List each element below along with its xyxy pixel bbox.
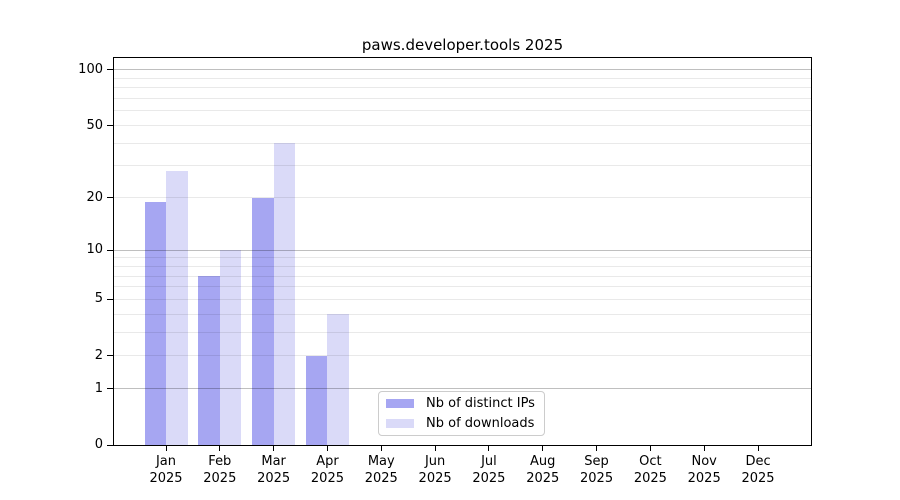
x-label-year: 2025 <box>526 471 560 486</box>
x-axis-tick <box>649 446 651 451</box>
legend-swatch-downloads <box>386 419 414 428</box>
x-axis-tick <box>703 446 705 451</box>
x-axis-tick-label-oct: Oct 2025 <box>620 453 680 487</box>
x-axis-tick <box>380 446 382 451</box>
x-axis-tick-label-dec: Dec 2025 <box>728 453 788 487</box>
x-label-month: May <box>367 454 395 469</box>
gridline-minor <box>114 197 811 199</box>
bar-downloads-feb <box>219 250 242 445</box>
gridline-minor <box>114 110 811 112</box>
x-label-year: 2025 <box>687 471 721 486</box>
x-axis-tick <box>488 446 490 451</box>
x-label-month: Aug <box>530 454 556 469</box>
x-label-year: 2025 <box>364 471 398 486</box>
x-label-year: 2025 <box>257 471 291 486</box>
x-label-month: Jan <box>155 454 177 469</box>
bar-distinct-ips-jan <box>144 201 166 445</box>
legend-row-downloads: Nb of downloads <box>386 415 536 432</box>
y-axis-tick <box>107 298 114 300</box>
x-axis-tick-label-aug: Aug 2025 <box>513 453 573 487</box>
gridline-minor <box>114 165 811 167</box>
legend-label-distinct-ips: Nb of distinct IPs <box>426 396 535 411</box>
gridline-minor <box>114 257 811 259</box>
x-axis-tick <box>434 446 436 451</box>
x-axis-tick <box>596 446 598 451</box>
x-label-month: Mar <box>261 454 286 469</box>
x-axis-tick-label-sep: Sep 2025 <box>567 453 627 487</box>
y-axis-tick-label: 20 <box>86 189 103 205</box>
y-axis-tick <box>107 197 114 199</box>
gridline-minor <box>114 77 811 79</box>
x-label-year: 2025 <box>580 471 614 486</box>
y-axis-tick-label: 0 <box>94 437 103 452</box>
bar-distinct-ips-mar <box>252 197 274 445</box>
x-axis-tick <box>326 446 328 451</box>
gridline-major <box>114 249 811 251</box>
x-axis-tick-label-apr: Apr 2025 <box>297 453 357 487</box>
bar-distinct-ips-apr <box>305 355 328 445</box>
legend-label-downloads: Nb of downloads <box>426 416 535 431</box>
x-label-year: 2025 <box>472 471 506 486</box>
gridline-major <box>114 69 811 71</box>
x-label-month: Oct <box>639 454 662 469</box>
y-axis-tick <box>107 249 114 251</box>
y-axis-tick <box>107 355 114 357</box>
bar-downloads-jan <box>166 171 188 445</box>
legend-swatch-distinct-ips <box>386 399 414 408</box>
x-label-month: Sep <box>584 454 609 469</box>
x-label-year: 2025 <box>310 471 344 486</box>
y-axis-tick <box>107 388 114 390</box>
x-axis-tick-label-jun: Jun 2025 <box>405 453 465 487</box>
x-label-month: Jun <box>424 454 446 469</box>
x-label-month: Feb <box>208 454 232 469</box>
plot-area <box>113 57 812 446</box>
x-axis-tick-label-nov: Nov 2025 <box>674 453 734 487</box>
gridline-minor <box>114 98 811 100</box>
x-axis-tick-label-jul: Jul 2025 <box>459 453 519 487</box>
bar-distinct-ips-feb <box>198 276 220 445</box>
y-axis-tick-label: 2 <box>94 347 103 363</box>
gridline-minor <box>114 265 811 267</box>
y-axis-tick-label: 100 <box>78 61 103 77</box>
x-label-year: 2025 <box>633 471 667 486</box>
y-axis-tick-label: 5 <box>94 291 103 307</box>
x-axis-tick-label-jan: Jan 2025 <box>136 453 196 487</box>
x-label-month: Jul <box>481 454 497 469</box>
x-label-month: Nov <box>691 454 717 469</box>
x-label-year: 2025 <box>418 471 452 486</box>
y-axis-tick-label: 10 <box>86 242 103 258</box>
legend: Nb of distinct IPs Nb of downloads <box>378 391 545 436</box>
y-axis-tick <box>107 444 114 446</box>
x-axis-tick <box>542 446 544 451</box>
x-axis-tick-label-feb: Feb 2025 <box>190 453 250 487</box>
gridline-minor <box>114 125 811 126</box>
x-axis-tick-label-may: May 2025 <box>351 453 411 487</box>
chart-title: paws.developer.tools 2025 <box>361 36 564 54</box>
x-label-month: Dec <box>745 454 771 469</box>
y-axis-tick <box>107 125 114 126</box>
x-label-month: Apr <box>316 454 339 469</box>
x-axis-tick-label-mar: Mar 2025 <box>244 453 304 487</box>
x-axis-tick <box>165 446 167 451</box>
x-axis-tick <box>219 446 221 451</box>
legend-row-distinct-ips: Nb of distinct IPs <box>386 395 536 412</box>
x-axis-tick <box>273 446 275 451</box>
gridline-minor <box>114 87 811 89</box>
y-axis-tick-label: 50 <box>86 117 103 133</box>
x-axis-tick <box>757 446 759 451</box>
y-axis-tick-label: 1 <box>94 380 103 396</box>
x-label-year: 2025 <box>741 471 775 486</box>
gridline-minor <box>114 142 811 144</box>
bar-downloads-mar <box>273 143 296 445</box>
y-axis-tick <box>107 69 114 71</box>
x-label-year: 2025 <box>149 471 183 486</box>
bar-downloads-apr <box>327 314 349 445</box>
x-label-year: 2025 <box>203 471 237 486</box>
